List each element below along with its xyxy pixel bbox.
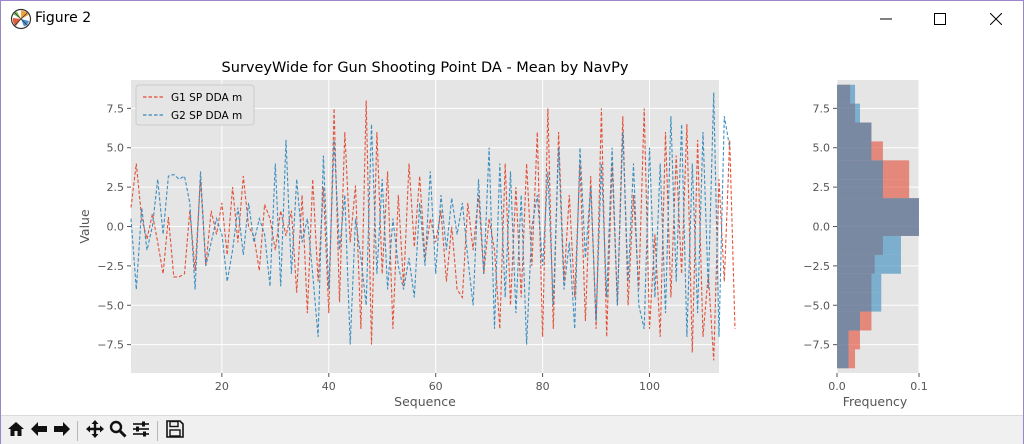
- legend-label-g1: G1 SP DDA m: [171, 92, 242, 104]
- main-series-group: [130, 92, 736, 361]
- histogram-y-tick-label: 2.5: [813, 181, 831, 194]
- series-line-g2: [130, 92, 731, 345]
- histogram-bar-g2: [837, 273, 882, 293]
- histogram-bar-g2: [837, 254, 901, 274]
- histogram-bar-g2: [837, 217, 919, 236]
- close-button[interactable]: [973, 1, 1019, 37]
- y-tick-label: −2.5: [97, 260, 124, 273]
- histogram-bar-g2: [837, 141, 872, 161]
- x-tick-label: 60: [429, 380, 443, 393]
- home-icon: [7, 420, 25, 442]
- histogram-bar-g2: [837, 311, 860, 331]
- maximize-icon: [934, 13, 946, 25]
- legend-label-g2: G2 SP DDA m: [171, 110, 242, 122]
- x-axis-label: Sequence: [394, 394, 456, 409]
- magnifier-icon: [109, 420, 127, 442]
- close-icon: [990, 13, 1002, 25]
- chart-title: SurveyWide for Gun Shooting Point DA - M…: [222, 60, 629, 76]
- histogram-y-tick-label: 7.5: [813, 102, 831, 115]
- legend-box: [135, 84, 255, 126]
- floppy-disk-icon: [166, 420, 184, 442]
- histogram-y-tick-label: 0.0: [813, 221, 831, 234]
- save-button[interactable]: [164, 420, 186, 442]
- figure-svg[interactable]: 20 40 60 80 100 −7.5 −5.0 −2.5 0.0 2.5 5.0 7.5 Surv…: [1, 37, 1023, 415]
- toolbar-separator: [77, 421, 78, 441]
- y-tick-label: 5.0: [107, 142, 125, 155]
- y-tick-label: 0.0: [107, 221, 125, 234]
- histogram-bar-g2: [837, 330, 849, 350]
- matplotlib-logo-icon: [10, 8, 32, 30]
- arrow-left-icon: [30, 420, 48, 442]
- legend: G1 SP DDA m G2 SP DDA m: [135, 84, 255, 126]
- histogram-x-tick-label: 0.1: [910, 380, 928, 393]
- home-button[interactable]: [5, 420, 27, 442]
- sliders-icon: [132, 420, 150, 442]
- figure-canvas[interactable]: 20 40 60 80 100 −7.5 −5.0 −2.5 0.0 2.5 5.0 7.5 Surv…: [1, 37, 1023, 415]
- x-tick-label: 100: [639, 380, 660, 393]
- histogram-bar-g2: [837, 235, 901, 255]
- y-axis-label: Value: [77, 209, 92, 244]
- forward-button[interactable]: [51, 420, 73, 442]
- histogram-bar-g2: [837, 122, 872, 142]
- minimize-button[interactable]: [863, 1, 909, 37]
- histogram-y-tick-label: −7.5: [803, 339, 830, 352]
- x-tick-label: 40: [322, 380, 336, 393]
- histogram-bars: [837, 84, 919, 369]
- toolbar-separator: [157, 421, 158, 441]
- y-tick-label: 2.5: [107, 181, 125, 194]
- histogram-x-axis-label: Frequency: [843, 394, 908, 409]
- y-tick-label: 7.5: [107, 102, 125, 115]
- histogram-y-tick-label: −5.0: [803, 299, 830, 312]
- configure-subplots-button[interactable]: [130, 420, 152, 442]
- histogram-bar-g2: [837, 160, 883, 180]
- histogram-bar-g2: [837, 349, 849, 369]
- y-tick-label: −7.5: [97, 339, 124, 352]
- minimize-icon: [880, 13, 892, 25]
- navigation-toolbar: [1, 415, 1023, 444]
- x-tick-label: 80: [536, 380, 550, 393]
- back-button[interactable]: [28, 420, 50, 442]
- histogram-bar-g2: [837, 103, 860, 123]
- histogram-y-tick-label: −2.5: [803, 260, 830, 273]
- histogram-bar-g2: [837, 292, 882, 312]
- histogram-bar-g2: [837, 84, 856, 104]
- y-tick-label: −5.0: [97, 299, 124, 312]
- histogram-tick-labels: 0.0 0.1 −7.5 −5.0 −2.5 0.0 2.5 5.0 7.5: [803, 102, 927, 393]
- arrow-right-icon: [53, 420, 71, 442]
- histogram-x-tick-label: 0.0: [828, 380, 846, 393]
- window-title: Figure 2: [35, 10, 92, 26]
- maximize-button[interactable]: [917, 1, 963, 37]
- histogram-axes: 0.0 0.1 −7.5 −5.0 −2.5 0.0 2.5 5.0 7.5 Frequency: [803, 80, 928, 409]
- pan-button[interactable]: [84, 420, 106, 442]
- x-tick-label: 20: [215, 380, 229, 393]
- histogram-bar-g2: [837, 179, 883, 199]
- histogram-y-tick-label: 5.0: [813, 142, 831, 155]
- move-arrows-icon: [86, 420, 104, 442]
- histogram-bar-g2: [837, 198, 919, 218]
- title-bar[interactable]: Figure 2: [1, 1, 1023, 37]
- zoom-button[interactable]: [107, 420, 129, 442]
- main-axes: 20 40 60 80 100 −7.5 −5.0 −2.5 0.0 2.5 5.0 7.5 Surv…: [77, 60, 736, 409]
- main-tick-labels: 20 40 60 80 100 −7.5 −5.0 −2.5 0.0 2.5 5.0 7.5: [97, 102, 660, 393]
- main-grid: [131, 80, 719, 373]
